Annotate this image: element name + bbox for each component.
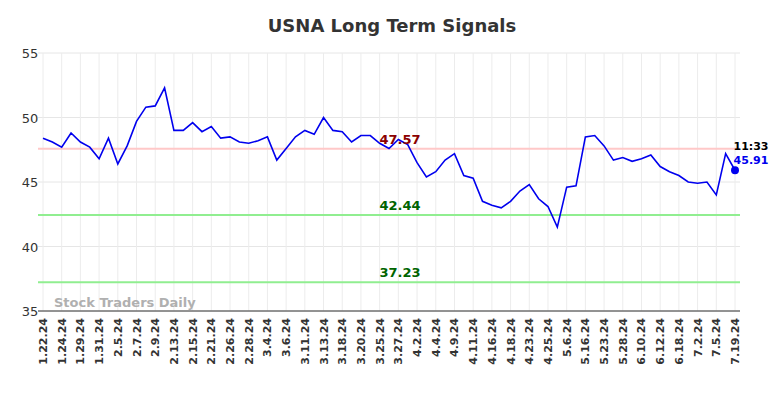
grid-line — [173, 53, 174, 311]
grid-line — [342, 53, 343, 311]
grid-line — [230, 53, 231, 311]
x-tick-label: 3.27.24 — [392, 318, 405, 365]
title: USNA Long Term Signals — [268, 15, 517, 36]
grid-line — [286, 53, 287, 311]
grid-line — [43, 53, 44, 311]
x-tick-label: 2.9.24 — [149, 318, 162, 357]
x-tick-label: 5.16.24 — [579, 318, 592, 365]
x-tick-label: 4.4.24 — [430, 318, 443, 357]
x-axis — [38, 311, 740, 312]
grid-line — [491, 53, 492, 311]
x-tick-label: 2.15.24 — [187, 318, 200, 365]
x-tick-label: 7.19.24 — [729, 318, 742, 365]
grid-line — [735, 53, 736, 311]
x-tick-label: 6.12.24 — [654, 318, 667, 365]
level-label: 37.23 — [379, 265, 420, 280]
y-tick-label: 40 — [22, 240, 39, 255]
grid-line — [38, 246, 740, 247]
x-tick-label: 2.7.24 — [131, 318, 144, 357]
x-tick-label: 7.5.24 — [710, 318, 723, 357]
grid-line — [80, 53, 81, 311]
x-tick-label: 3.6.24 — [280, 318, 293, 357]
last-point — [731, 166, 739, 174]
x-tick-label: 1.22.24 — [37, 318, 50, 365]
grid-line — [99, 53, 100, 311]
x-tick-label: 5.28.24 — [617, 318, 630, 365]
x-tick-label: 7.2.24 — [692, 318, 705, 357]
grid-line — [660, 53, 661, 311]
grid-line — [566, 53, 567, 311]
x-tick-label: 4.16.24 — [486, 318, 499, 365]
level-line — [38, 281, 740, 283]
grid-line — [716, 53, 717, 311]
y-tick-label: 45 — [22, 175, 39, 190]
x-tick-label: 5.6.24 — [561, 318, 574, 357]
last-time: 11:33 — [733, 140, 768, 153]
last-value: 45.91 — [734, 154, 769, 167]
level-label: 42.44 — [379, 198, 420, 213]
x-tick-label: 3.13.24 — [318, 318, 331, 365]
y-tick-label: 55 — [22, 46, 39, 61]
x-tick-label: 2.13.24 — [168, 318, 181, 365]
level-label: 47.57 — [379, 132, 420, 147]
y-tick-label: 35 — [22, 304, 39, 319]
grid-line — [248, 53, 249, 311]
grid-line — [585, 53, 586, 311]
grid-line — [304, 53, 305, 311]
x-tick-label: 4.25.24 — [542, 318, 555, 365]
grid-line — [192, 53, 193, 311]
x-tick-label: 2.21.24 — [205, 318, 218, 365]
x-tick-label: 2.28.24 — [243, 318, 256, 365]
x-tick-label: 3.4.24 — [261, 318, 274, 357]
grid-line — [697, 53, 698, 311]
grid-line — [136, 53, 137, 311]
grid-line — [454, 53, 455, 311]
grid-line — [547, 53, 548, 311]
x-tick-label: 1.29.24 — [74, 318, 87, 365]
grid-line — [155, 53, 156, 311]
grid-line — [61, 53, 62, 311]
x-tick-label: 6.18.24 — [673, 318, 686, 365]
series-line — [43, 88, 735, 227]
grid-line — [435, 53, 436, 311]
grid-line — [267, 53, 268, 311]
grid-line — [510, 53, 511, 311]
grid-line — [117, 53, 118, 311]
x-tick-label: 4.2.24 — [411, 318, 424, 357]
watermark: Stock Traders Daily — [54, 295, 196, 310]
x-tick-label: 4.9.24 — [448, 318, 461, 357]
grid-line — [38, 182, 740, 183]
x-tick-label: 3.20.24 — [355, 318, 368, 365]
grid-line — [211, 53, 212, 311]
x-tick-label: 5.23.24 — [598, 318, 611, 365]
x-tick-label: 3.18.24 — [336, 318, 349, 365]
grid-line — [678, 53, 679, 311]
x-tick-label: 1.24.24 — [56, 318, 69, 365]
x-tick-label: 4.23.24 — [523, 318, 536, 365]
x-tick-label: 4.11.24 — [467, 318, 480, 365]
x-tick-label: 4.18.24 — [505, 318, 518, 365]
x-tick-label: 2.5.24 — [112, 318, 125, 357]
grid-line — [473, 53, 474, 311]
x-tick-label: 3.25.24 — [374, 318, 387, 365]
grid-line — [622, 53, 623, 311]
grid-line — [38, 311, 740, 312]
y-tick-label: 50 — [22, 111, 39, 126]
grid-line — [604, 53, 605, 311]
plot — [43, 88, 735, 227]
grid-line — [360, 53, 361, 311]
grid-line — [323, 53, 324, 311]
grid-line — [38, 53, 740, 54]
level-line — [38, 214, 740, 216]
x-tick-label: 3.11.24 — [299, 318, 312, 365]
x-tick-label: 6.10.24 — [635, 318, 648, 365]
grid-line — [529, 53, 530, 311]
chart: USNA Long Term Signals 35 40 45 50 55 1.22.24 1… — [0, 0, 784, 398]
grid-line — [38, 117, 740, 118]
x-tick-label: 2.26.24 — [224, 318, 237, 365]
grid-line — [641, 53, 642, 311]
x-tick-label: 1.31.24 — [93, 318, 106, 365]
